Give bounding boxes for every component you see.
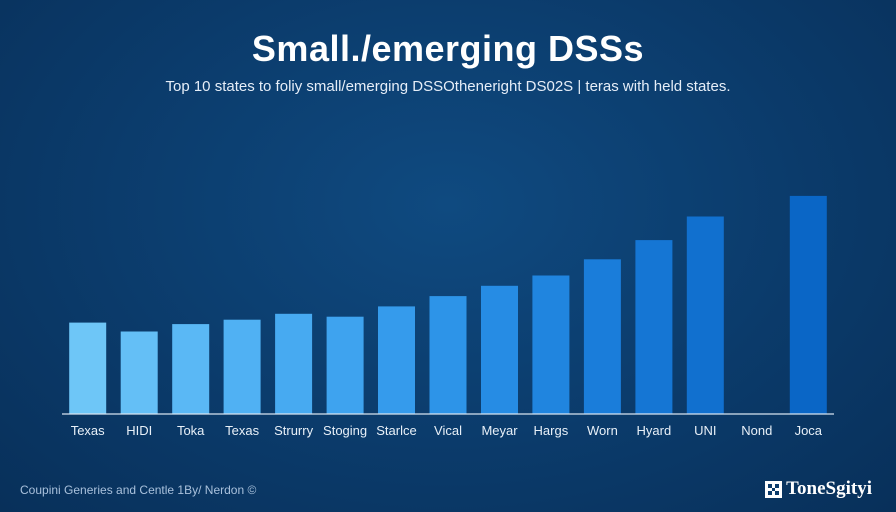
bar	[120, 331, 158, 414]
bar	[789, 195, 827, 414]
bar	[223, 319, 261, 414]
bar	[69, 322, 107, 414]
x-tick-label: Starlce	[376, 423, 416, 438]
bar	[429, 296, 467, 414]
x-tick-label: Hyard	[637, 423, 672, 438]
x-tick-label: UNI	[694, 423, 716, 438]
brand-name: ToneSgityi	[786, 478, 872, 499]
x-tick-label: Strurry	[274, 423, 314, 438]
bar	[686, 216, 724, 414]
bar	[172, 324, 210, 414]
x-tick-label: Meyar	[481, 423, 518, 438]
bar	[635, 240, 673, 414]
bar	[481, 285, 518, 414]
x-tick-label: Toka	[177, 423, 205, 438]
bar	[326, 316, 364, 414]
x-tick-label: Texas	[225, 423, 259, 438]
x-tick-label: Stoging	[323, 423, 367, 438]
credit-text: Coupini Generies and Centle 1By/ Nerdon …	[20, 483, 257, 497]
x-tick-label: HIDI	[126, 423, 152, 438]
brand-logo-icon	[765, 480, 783, 498]
bar	[275, 313, 313, 414]
bar	[532, 275, 570, 414]
brand: ToneSgityi	[765, 478, 872, 500]
x-tick-label: Joca	[795, 423, 823, 438]
bar	[583, 259, 621, 414]
x-tick-label: Texas	[71, 423, 105, 438]
x-tick-label: Hargs	[534, 423, 569, 438]
x-tick-label: Nond	[741, 423, 772, 438]
chart-title: Small./emerging DSSs	[251, 28, 645, 69]
chart-subtitle: Top 10 states to foliy small/emerging DS…	[165, 78, 731, 95]
x-tick-label: Vical	[434, 423, 462, 438]
x-tick-label: Worn	[587, 423, 618, 438]
bar	[378, 306, 415, 414]
